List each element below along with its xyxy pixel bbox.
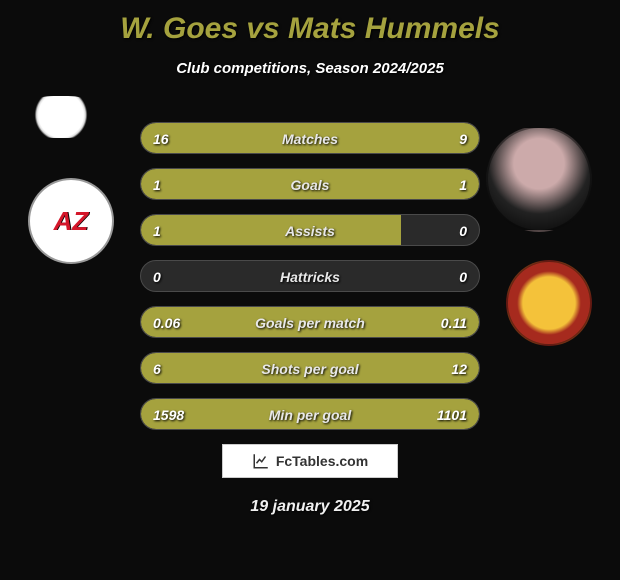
footer-date: 19 january 2025 [0,498,620,516]
stat-row: 0.060.11Goals per match [140,306,480,338]
stat-row: 15981101Min per goal [140,398,480,430]
stat-metric-label: Hattricks [141,261,479,292]
stat-metric-label: Assists [141,215,479,246]
club-right-badge [506,260,592,346]
stat-metric-label: Goals per match [141,307,479,338]
player-left-avatar [18,96,104,138]
footer-brand: FcTables.com [222,444,398,478]
player-right-avatar [486,126,592,232]
stats-rows: 169Matches 11Goals 10Assists 00Hattricks 0.0… [140,122,480,444]
stat-metric-label: Min per goal [141,399,479,430]
stat-metric-label: Matches [141,123,479,154]
stat-row: 11Goals [140,168,480,200]
page-subtitle: Club competitions, Season 2024/2025 [0,60,620,77]
stat-row: 00Hattricks [140,260,480,292]
stat-metric-label: Shots per goal [141,353,479,384]
stat-row: 612Shots per goal [140,352,480,384]
stat-row: 10Assists [140,214,480,246]
chart-icon [252,452,270,470]
footer-brand-text: FcTables.com [276,453,368,469]
club-left-badge: AZ [28,178,114,264]
club-left-badge-text: AZ [54,206,89,237]
stat-metric-label: Goals [141,169,479,200]
page-title: W. Goes vs Mats Hummels [0,0,620,46]
stat-row: 169Matches [140,122,480,154]
